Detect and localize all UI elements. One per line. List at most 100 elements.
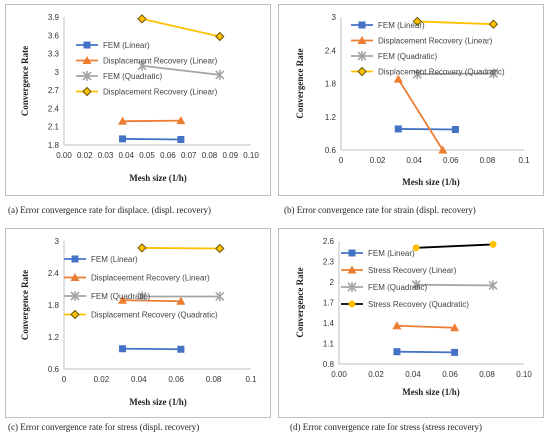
data-point [411, 279, 421, 290]
series-line [122, 119, 181, 123]
series-3 [411, 279, 498, 291]
caption-b: (b) Error convergence rate for strain (d… [284, 205, 476, 215]
y-tick-label: 2.4 [325, 46, 337, 55]
data-point [177, 136, 185, 144]
x-tick-label: 0.04 [118, 151, 134, 160]
y-tick-label: 1.2 [48, 333, 60, 342]
series-1 [393, 348, 459, 356]
data-point [451, 125, 459, 133]
legend-marker [82, 71, 92, 81]
series-line [416, 243, 494, 249]
y-tick-label: 3.6 [48, 31, 60, 40]
x-tick-label: 0.02 [368, 370, 384, 379]
x-tick-label: 0.08 [206, 375, 222, 384]
x-tick-label: 0 [62, 375, 67, 384]
caption-d: (d) Error convergence rate for stress (s… [290, 422, 482, 432]
data-point [137, 243, 147, 253]
legend-marker [348, 300, 356, 308]
legend-marker [70, 291, 80, 301]
y-tick-label: 1.8 [48, 141, 60, 150]
series-2 [392, 321, 460, 332]
y-tick-label: 1.7 [323, 299, 335, 308]
legend-label: Stress Recovery (Quadratic) [368, 300, 469, 309]
legend-label: FEM (Quadratic) [378, 52, 437, 61]
series-2 [393, 74, 448, 154]
legend-entry: FEM (Linear) [76, 41, 150, 50]
y-axis-title: Convergence Rate [20, 270, 30, 340]
series-4 [137, 243, 225, 254]
data-point [215, 31, 225, 42]
legend-entry: FEM (Linear) [64, 255, 138, 264]
legend-label: FEM (Linear) [378, 21, 425, 30]
y-axis-title: Convergence Rate [20, 46, 30, 116]
series-1 [119, 135, 185, 144]
legend-label: FEM (Quadratic) [103, 72, 162, 81]
y-tick-label: 3 [332, 13, 337, 22]
legend-marker [82, 86, 92, 97]
x-tick-label: 0.03 [98, 151, 114, 160]
legend-entry: Displacement Recovery (Quadratic) [64, 309, 218, 320]
data-point [118, 295, 128, 304]
series-4 [137, 14, 225, 42]
legend-label: FEM (Quadratic) [91, 292, 150, 301]
x-tick-label: 0 [339, 156, 344, 165]
series-line [141, 17, 220, 38]
x-tick-label: 0.02 [77, 151, 93, 160]
caption-c: (c) Error convergence rate for stress (d… [8, 422, 200, 432]
y-tick-label: 1.8 [48, 301, 60, 310]
y-tick-label: 0.6 [48, 365, 60, 374]
series-3 [137, 291, 225, 302]
x-tick-label: 0.05 [139, 151, 155, 160]
data-point [488, 19, 499, 29]
x-tick-label: 0.08 [479, 370, 495, 379]
data-point [488, 280, 498, 291]
x-tick-label: 0.07 [181, 151, 197, 160]
x-tick-label: 0.1 [245, 375, 257, 384]
legend-marker [357, 51, 367, 61]
chart-panel-a: 1.8 2.1 2.4 2.7 3 3.3 3.6 3.9 0.00 0.02 0.03 0.04 0.… [5, 4, 271, 196]
x-tick-label: 0.09 [222, 151, 238, 160]
legend-entry: Displacement Recovery (Linear) [76, 86, 218, 97]
data-point [393, 348, 401, 356]
x-tick-label: 0.10 [516, 370, 532, 379]
legend-marker [357, 36, 367, 44]
series-line [122, 347, 181, 351]
data-point [451, 348, 459, 356]
legend-entry: Displacement Recovery (Quadratic) [351, 66, 505, 77]
series-2 [118, 116, 186, 125]
legend-entry: FEM (Quadratic) [76, 71, 162, 81]
x-axis-title: Mesh size (1/h) [129, 173, 187, 183]
data-point [137, 291, 147, 302]
legend-label: Displaceement Recovery (Linear) [91, 274, 210, 283]
data-point [137, 60, 147, 71]
y-tick-label: 1.8 [325, 80, 337, 89]
legend-entry: FEM (Linear) [341, 249, 415, 258]
legend-label: Displacement Recovery (Linear) [103, 57, 218, 66]
x-tick-label: 0.06 [160, 151, 176, 160]
y-tick-label: 3 [55, 237, 60, 246]
series-line [417, 72, 494, 75]
y-tick-label: 2.4 [48, 104, 60, 113]
data-point [394, 125, 402, 133]
series-line [417, 20, 494, 26]
x-tick-label: 0.00 [56, 151, 72, 160]
x-tick-label: 0.08 [480, 156, 496, 165]
legend-marker [347, 265, 357, 274]
data-point [489, 240, 497, 248]
y-axis-title: Convergence Rate [295, 267, 305, 337]
legend-label: Displacement Recovery (Linear) [378, 37, 493, 46]
chart-d: 0.8 1.1 1.4 1.7 2 2.3 2.6 0.00 0.02 0.04 0.06 0.08 0… [295, 237, 532, 397]
data-point [450, 323, 460, 332]
y-tick-label: 3 [55, 68, 60, 77]
legend-entry: FEM (Linear) [351, 21, 425, 30]
data-point [176, 296, 186, 305]
y-axis-title: Convergence Rate [295, 48, 305, 118]
x-tick-label: 0.04 [131, 375, 147, 384]
series-3 [412, 68, 499, 80]
x-axis-title: Mesh size (1/h) [402, 177, 460, 187]
series-line [397, 78, 444, 151]
legend-entry: Displacement Recovery (Linear) [76, 56, 218, 66]
x-tick-label: 0.1 [518, 156, 530, 165]
x-tick-label: 0.06 [443, 156, 459, 165]
chart-panel-b: 0.6 1.2 1.8 2.4 3 0 0.02 0.04 0.06 0.08 0.1 Mesh si… [278, 4, 544, 196]
